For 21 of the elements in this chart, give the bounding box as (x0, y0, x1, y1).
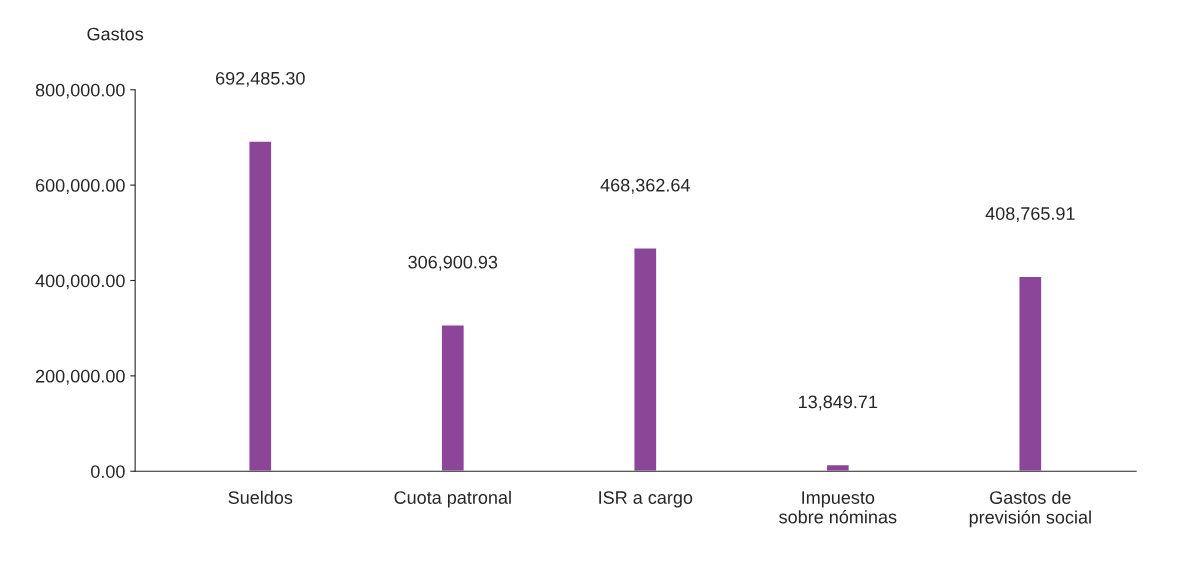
y-tick-label: 400,000.00 (35, 274, 125, 290)
x-tick-label: Impuesto sobre nóminas (779, 491, 897, 524)
data-label: 306,900.93 (408, 255, 498, 271)
x-tick-label: Cuota patronal (394, 490, 511, 508)
bar (1018, 275, 1043, 472)
bar (633, 247, 658, 472)
y-tick-label: 800,000.00 (35, 83, 125, 99)
x-tick-label: Gastos de previsión social (969, 490, 1091, 528)
data-label: 408,765.91 (985, 207, 1075, 223)
x-tick-label: ISR a cargo (599, 491, 693, 508)
bar (248, 140, 273, 472)
data-label: 692,485.30 (216, 71, 305, 87)
x-tick-label: Sueldos (228, 490, 293, 504)
y-tick-label: 200,000.00 (35, 369, 125, 385)
y-axis-title: Gastos (87, 27, 144, 41)
data-label: 13,849.71 (799, 395, 878, 411)
y-tick-label: 600,000.00 (35, 179, 125, 194)
bar (825, 463, 851, 472)
y-tick-label: 0.00 (90, 465, 125, 478)
data-label: 468,362.64 (600, 178, 690, 194)
bar (440, 324, 466, 472)
